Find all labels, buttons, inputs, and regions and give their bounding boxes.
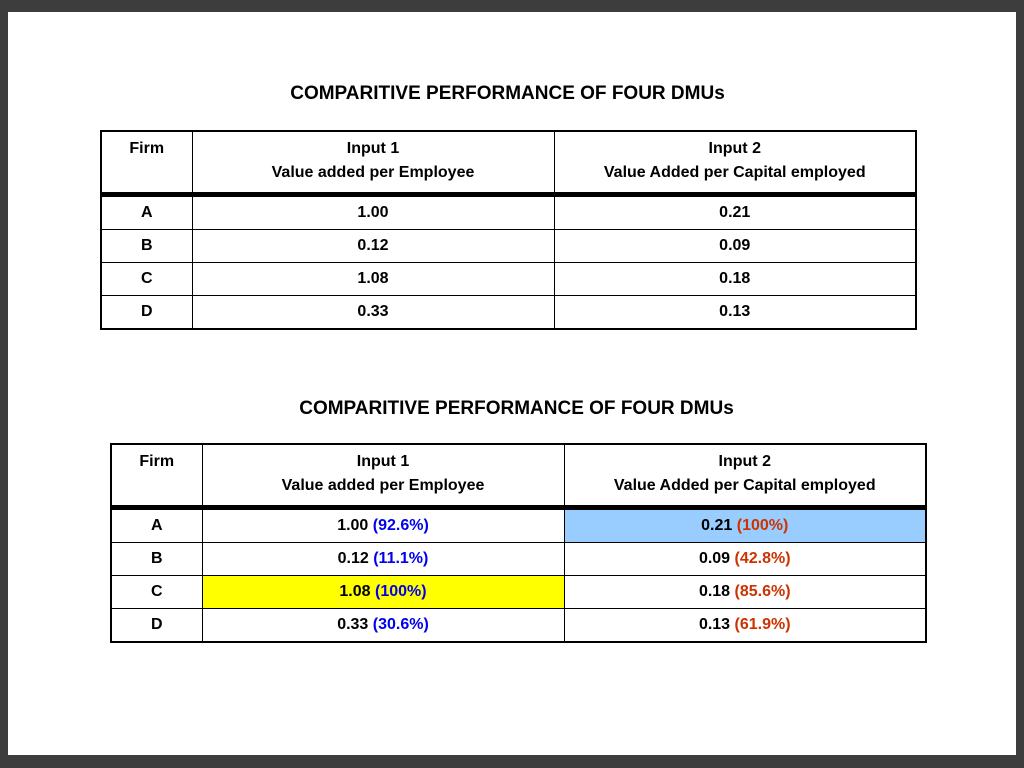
value-text: 0.21	[701, 517, 733, 534]
table2-header-row: Firm Input 1 Value added per Employee In…	[110, 443, 927, 510]
header-cell-input2: Input 2 Value Added per Capital employed	[553, 130, 917, 197]
header-cell-input2: Input 2 Value Added per Capital employed	[563, 443, 927, 510]
header-cell-firm: Firm	[100, 130, 193, 197]
value-text: 0.12	[337, 550, 369, 567]
header-cell-input1: Input 1 Value added per Employee	[201, 443, 565, 510]
firm-cell: B	[100, 229, 193, 263]
header-cell-firm: Firm	[110, 443, 203, 510]
value-text: 1.00	[337, 517, 369, 534]
pct-text: (61.9%)	[734, 616, 791, 633]
table2: Firm Input 1 Value added per Employee In…	[110, 443, 927, 643]
header-input2-line1: Input 2	[708, 140, 761, 157]
input1-cell: 1.00 (92.6%)	[201, 507, 565, 543]
table-row: A 1.00 0.21	[100, 194, 917, 230]
slide: COMPARITIVE PERFORMANCE OF FOUR DMUs Fir…	[8, 12, 1016, 755]
firm-cell: A	[100, 194, 193, 230]
header-input1-line2: Value added per Employee	[271, 164, 475, 181]
pct-text: (30.6%)	[372, 616, 429, 633]
table-row: D 0.33 0.13	[100, 295, 917, 330]
table-row: C 1.08 0.18	[100, 262, 917, 296]
table-row: B 0.12 (11.1%) 0.09 (42.8%)	[110, 542, 927, 576]
table1-header-row: Firm Input 1 Value added per Employee In…	[100, 130, 917, 197]
value-text: 0.13	[698, 616, 731, 633]
pct-text: (100%)	[375, 583, 427, 600]
firm-cell: D	[100, 295, 193, 330]
value-text: 0.09	[698, 550, 731, 567]
header-input2-line2: Value Added per Capital employed	[603, 164, 866, 181]
input2-cell: 0.18 (85.6%)	[563, 575, 927, 609]
pct-text: (42.8%)	[734, 550, 791, 567]
input1-cell: 0.33 (30.6%)	[201, 608, 565, 643]
input2-cell-highlighted-blue: 0.21 (100%)	[563, 507, 927, 543]
table-row: B 0.12 0.09	[100, 229, 917, 263]
header-input2-line2: Value Added per Capital employed	[613, 477, 876, 494]
input1-cell: 0.33	[191, 295, 555, 330]
header-input2-line1: Input 2	[718, 453, 771, 470]
pct-text: (92.6%)	[372, 517, 429, 534]
firm-cell: B	[110, 542, 203, 576]
firm-cell: C	[100, 262, 193, 296]
input1-cell-highlighted-yellow: 1.08 (100%)	[201, 575, 565, 609]
header-firm-label: Firm	[129, 140, 165, 157]
pct-text: (85.6%)	[734, 583, 791, 600]
input2-cell: 0.21	[553, 194, 917, 230]
table-row: A 1.00 (92.6%) 0.21 (100%)	[110, 507, 927, 543]
input1-cell: 0.12	[191, 229, 555, 263]
input1-cell: 0.12 (11.1%)	[201, 542, 565, 576]
value-text: 0.33	[337, 616, 369, 633]
input2-cell: 0.13	[553, 295, 917, 330]
table-row: D 0.33 (30.6%) 0.13 (61.9%)	[110, 608, 927, 643]
input2-cell: 0.18	[553, 262, 917, 296]
pct-text: (11.1%)	[373, 550, 429, 567]
firm-cell: D	[110, 608, 203, 643]
input1-cell: 1.08	[191, 262, 555, 296]
input2-cell: 0.09 (42.8%)	[563, 542, 927, 576]
input2-cell: 0.13 (61.9%)	[563, 608, 927, 643]
table1: Firm Input 1 Value added per Employee In…	[100, 130, 917, 330]
table1-title: COMPARITIVE PERFORMANCE OF FOUR DMUs	[290, 83, 725, 104]
header-input1-line2: Value added per Employee	[281, 477, 485, 494]
input2-cell: 0.09	[553, 229, 917, 263]
firm-cell: C	[110, 575, 203, 609]
value-text: 0.18	[698, 583, 731, 600]
input1-cell: 1.00	[191, 194, 555, 230]
table2-title: COMPARITIVE PERFORMANCE OF FOUR DMUs	[299, 398, 734, 419]
firm-cell: A	[110, 507, 203, 543]
pct-text: (100%)	[736, 517, 789, 534]
header-input1-line1: Input 1	[356, 453, 410, 470]
header-cell-input1: Input 1 Value added per Employee	[191, 130, 555, 197]
table-row: C 1.08 (100%) 0.18 (85.6%)	[110, 575, 927, 609]
value-text: 1.08	[339, 583, 371, 600]
header-firm-label: Firm	[139, 453, 175, 470]
header-input1-line1: Input 1	[346, 140, 400, 157]
